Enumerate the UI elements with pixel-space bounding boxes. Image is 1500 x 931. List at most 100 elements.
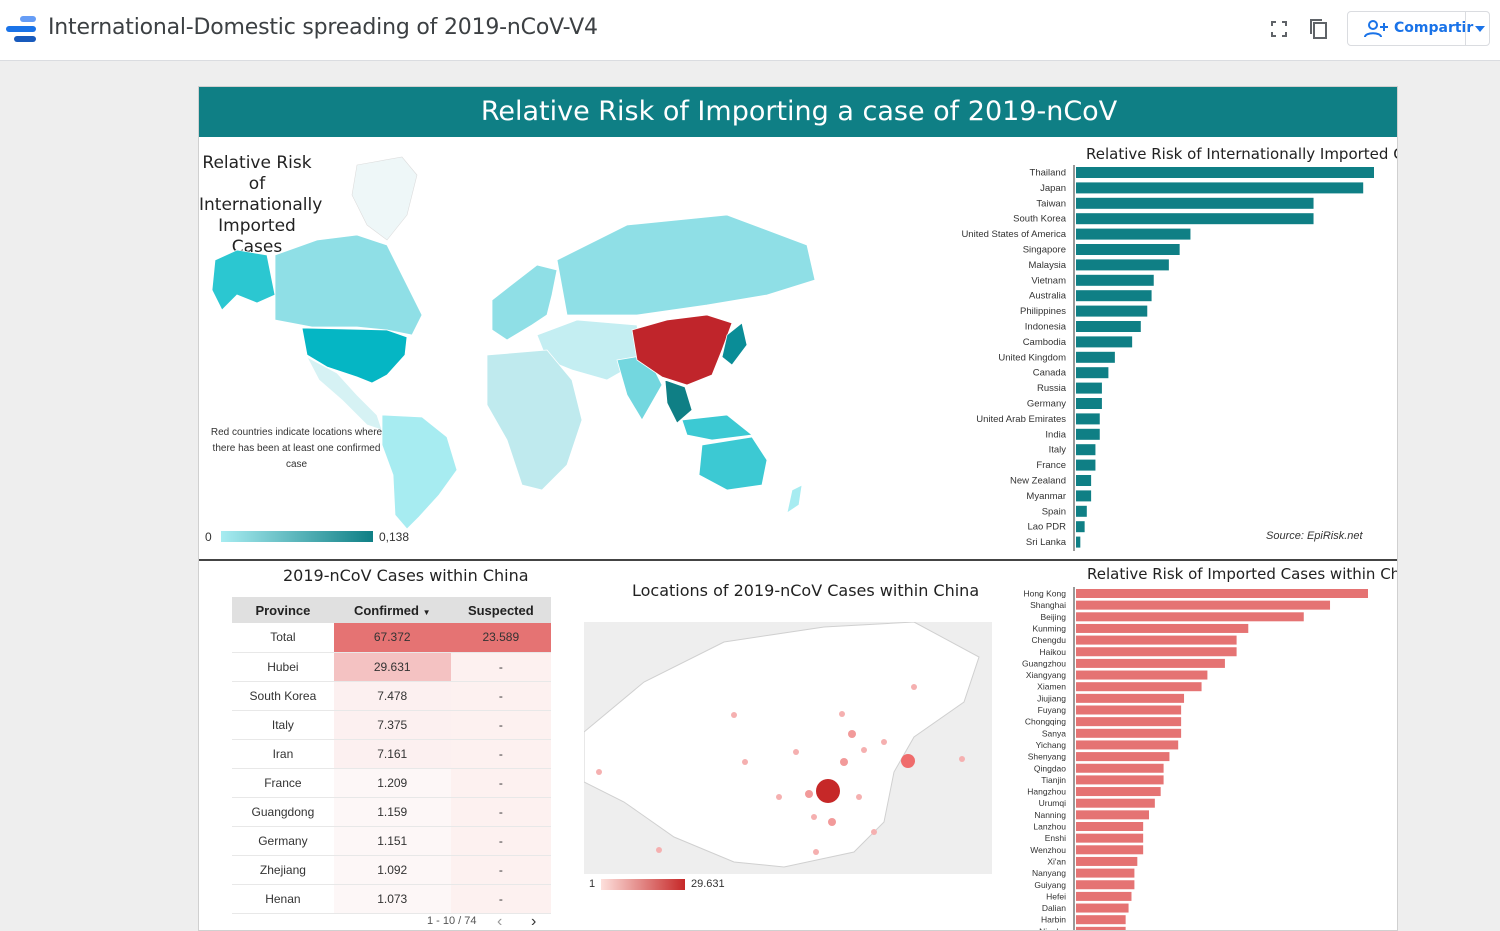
bar xyxy=(1076,891,1132,901)
report-header: Relative Risk of Importing a case of 201… xyxy=(199,87,1397,137)
bar xyxy=(1076,290,1152,302)
category-label: Kunming xyxy=(1032,623,1066,633)
table-row[interactable]: Guangdong 1.159- xyxy=(232,797,551,827)
pagination-label: 1 - 10 / 74 xyxy=(427,915,477,927)
intl-bar-chart[interactable]: Thailand Japan Taiwan South Korea United Sta… xyxy=(899,165,1389,551)
category-label: Italy xyxy=(1049,445,1067,456)
category-label: Vietnam xyxy=(1031,275,1066,286)
china-bubble-map[interactable] xyxy=(583,621,992,874)
confirmed-cell: 67.372 xyxy=(333,623,451,653)
category-label: Taiwan xyxy=(1036,198,1066,209)
column-header-suspected[interactable]: Suspected xyxy=(450,597,551,623)
bar xyxy=(1076,775,1164,785)
bar xyxy=(1076,728,1182,738)
confirmed-cell: 7.478 xyxy=(333,681,451,711)
bar xyxy=(1076,658,1225,668)
category-label: Xi'an xyxy=(1047,856,1066,866)
bar xyxy=(1076,647,1237,657)
chevron-down-icon[interactable] xyxy=(1475,26,1485,32)
category-label: India xyxy=(1045,429,1066,440)
bar xyxy=(1076,752,1170,762)
bar xyxy=(1076,635,1237,645)
bar xyxy=(1076,459,1096,471)
confirmed-cell: 29.631 xyxy=(333,652,451,682)
bar xyxy=(1076,228,1191,240)
cases-table: Province Confirmed ▼ Suspected Total 67.3… xyxy=(232,597,551,914)
province-cell: Guangdong xyxy=(232,797,334,827)
category-label: Haikou xyxy=(1040,647,1067,657)
next-page-button[interactable]: › xyxy=(531,913,537,930)
section-divider xyxy=(199,559,1397,561)
confirmed-cell: 7.375 xyxy=(333,710,451,740)
copy-icon[interactable] xyxy=(1306,16,1332,42)
share-button[interactable]: Compartir xyxy=(1347,11,1490,46)
table-row[interactable]: Henan 1.073- xyxy=(232,884,551,914)
table-row[interactable]: Italy 7.375- xyxy=(232,710,551,740)
bar xyxy=(1076,926,1126,930)
category-label: Qingdao xyxy=(1034,763,1066,773)
table-row[interactable]: Hubei 29.631- xyxy=(232,652,551,682)
domestic-chart-title: Relative Risk of Imported Cases within C… xyxy=(1087,565,1398,583)
category-label: Hong Kong xyxy=(1023,589,1066,599)
confirmed-cell: 1.073 xyxy=(333,884,451,914)
app-toolbar: International-Domestic spreading of 2019… xyxy=(0,0,1500,61)
province-cell: Germany xyxy=(232,826,334,856)
bar xyxy=(1076,321,1141,332)
bar xyxy=(1076,798,1155,808)
category-label: Germany xyxy=(1027,399,1066,410)
column-header-confirmed[interactable]: Confirmed ▼ xyxy=(333,597,451,623)
category-label: Tianjin xyxy=(1041,775,1066,785)
bar xyxy=(1076,521,1085,533)
bar xyxy=(1076,259,1169,271)
table-row[interactable]: Zhejiang 1.092- xyxy=(232,855,551,885)
category-label: Chengdu xyxy=(1031,635,1066,645)
category-label: Wenzhou xyxy=(1030,845,1066,855)
province-cell: Italy xyxy=(232,710,334,740)
confirmed-cell: 1.092 xyxy=(333,855,451,885)
bar xyxy=(1076,274,1154,286)
province-cell: Total xyxy=(232,623,334,653)
category-label: Thailand xyxy=(1030,168,1066,179)
bar xyxy=(1076,670,1208,680)
category-label: Australia xyxy=(1029,291,1067,302)
category-label: Shenyang xyxy=(1028,752,1067,762)
bar xyxy=(1076,763,1164,773)
table-row[interactable]: Iran 7.161- xyxy=(232,739,551,769)
confirmed-cell: 1.151 xyxy=(333,826,451,856)
world-map-note: Red countries indicate locations where t… xyxy=(210,427,383,470)
world-legend-min: 0 xyxy=(205,530,212,544)
category-label: New Zealand xyxy=(1010,476,1066,487)
bar xyxy=(1076,845,1144,855)
bar xyxy=(1076,382,1102,394)
category-label: South Korea xyxy=(1013,214,1067,225)
bar xyxy=(1076,398,1102,409)
category-label: United Arab Emirates xyxy=(976,414,1066,425)
report-title[interactable]: International-Domestic spreading of 2019… xyxy=(48,15,598,40)
table-row[interactable]: Germany 1.151- xyxy=(232,826,551,856)
world-map[interactable] xyxy=(207,145,819,529)
suspected-cell: - xyxy=(450,826,551,856)
bar xyxy=(1076,612,1304,622)
source-note: Source: EpiRisk.net xyxy=(1266,530,1363,542)
sort-desc-icon: ▼ xyxy=(422,607,431,617)
share-label: Compartir xyxy=(1394,20,1474,36)
suspected-cell: - xyxy=(450,681,551,711)
fullscreen-icon[interactable] xyxy=(1266,16,1292,42)
table-row[interactable]: Total 67.372 23.589 xyxy=(232,623,551,653)
category-label: Enshi xyxy=(1045,833,1066,843)
confirmed-cell: 1.159 xyxy=(333,797,451,827)
table-row[interactable]: France 1.209- xyxy=(232,768,551,798)
province-cell: Henan xyxy=(232,884,334,914)
category-label: Myanmar xyxy=(1026,491,1066,502)
suspected-cell: - xyxy=(450,710,551,740)
category-label: United States of America xyxy=(961,229,1066,240)
category-label: Guangzhou xyxy=(1022,658,1066,668)
category-label: Beijing xyxy=(1040,612,1066,622)
bar xyxy=(1076,740,1179,750)
prev-page-button[interactable]: ‹ xyxy=(497,913,503,930)
category-label: Sri Lanka xyxy=(1026,537,1067,548)
bar xyxy=(1076,197,1314,209)
table-row[interactable]: South Korea 7.478- xyxy=(232,681,551,711)
column-header-province[interactable]: Province xyxy=(232,597,334,623)
